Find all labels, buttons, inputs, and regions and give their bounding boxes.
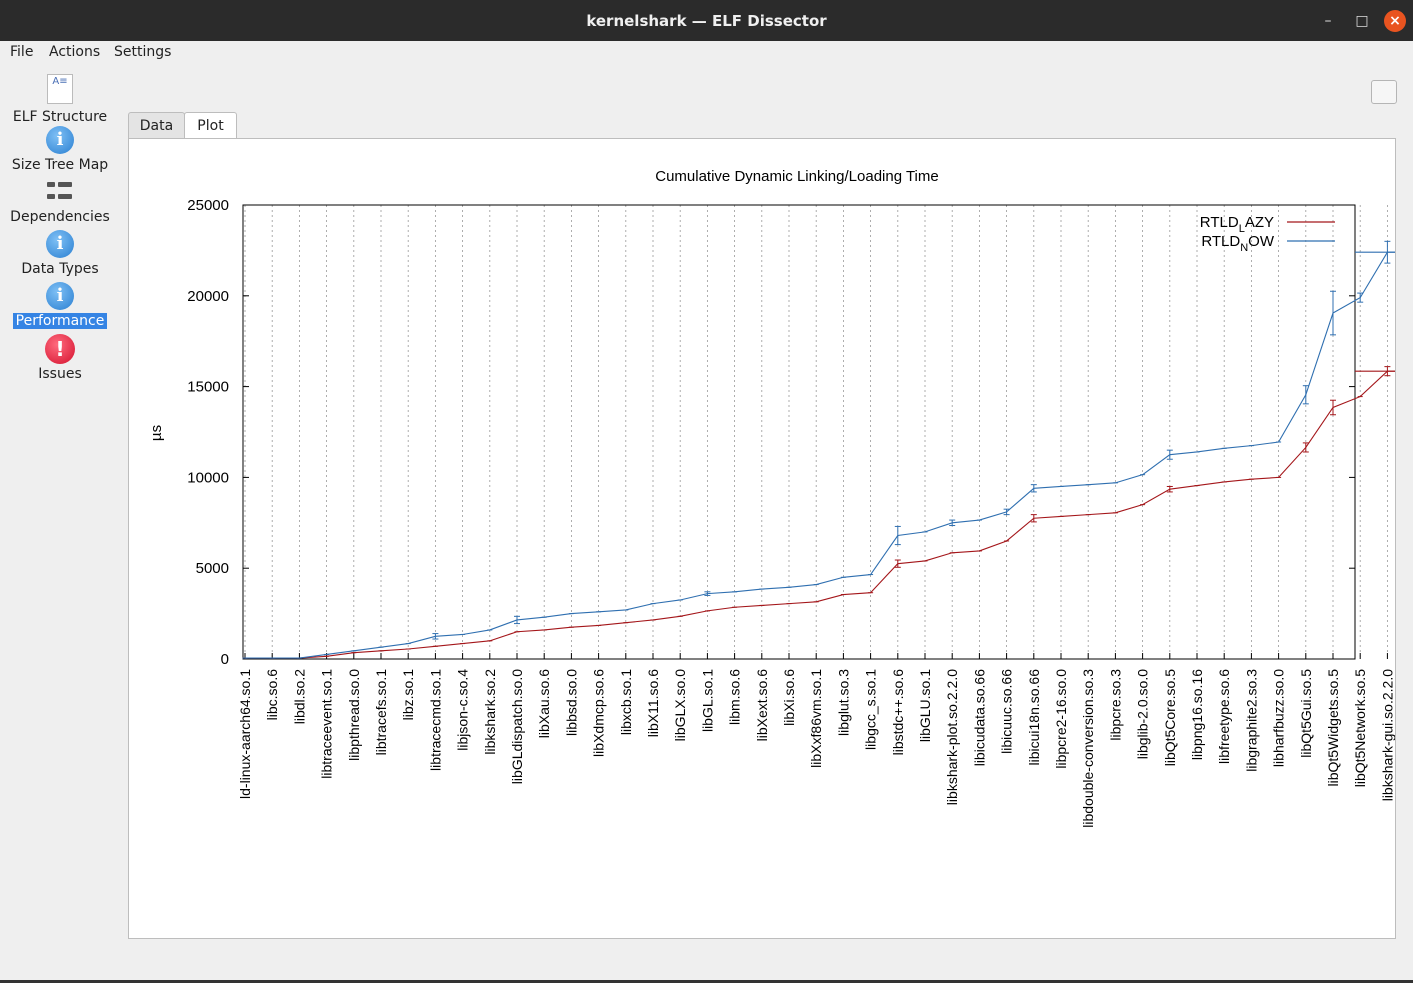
sidebar-item-label: Issues [38,366,82,382]
legend-label-lazy: RTLDLAZY [1200,214,1274,235]
x-tick-label: libpthread.so.0 [346,669,362,761]
x-tick-label: libgcc_s.so.1 [863,669,879,750]
series-group [242,240,1413,659]
x-tick-label: libz.so.1 [400,669,416,721]
sidebar-item-size-tree-map[interactable]: i Size Tree Map [0,126,120,173]
x-tick-label: libicudata.so.66 [971,669,987,767]
x-tick-label: libXau.so.6 [536,669,552,738]
x-tick-label: libicui18n.so.66 [1026,669,1042,766]
x-tick-label: libXdmcp.so.6 [591,669,607,757]
sidebar-item-label: ELF Structure [12,109,108,125]
info-icon: i [46,126,74,154]
series-line [245,251,1413,659]
x-axis-ticks: ld-linux-aarch64.so.1 libc.so.6 libdl.so.2… [237,653,1413,828]
sidebar-item-label: Performance [12,313,108,329]
x-tick-label: libc.so.6 [264,669,280,721]
x-tick-label: libxcb.so.1 [618,669,634,735]
error-icon: ! [45,334,75,364]
x-tick-label: libglib-2.0.so.0 [1135,669,1151,759]
y-tick-label: 10000 [187,469,229,486]
menu-bar: File Actions Settings [0,41,1413,63]
y-tick-label: 20000 [187,288,229,305]
sidebar-item-label: Dependencies [10,209,110,225]
x-tick-label: libtracecmd.so.1 [427,669,443,771]
x-tick-label: libQt5Widgets.so.5 [1325,669,1341,787]
series-line [245,370,1413,659]
x-tick-label: libpcre.so.3 [1107,669,1123,741]
chart-title: Cumulative Dynamic Linking/Loading Time [655,168,938,185]
y-axis-label: µs [148,425,165,441]
document-icon: A≡ [47,74,73,104]
x-tick-label: libtracefs.so.1 [373,669,389,756]
x-tick-label: libicuuc.so.66 [999,669,1015,754]
y-tick-label: 0 [221,651,229,668]
x-tick-label: libbsd.so.0 [563,669,579,736]
x-tick-label: libGLdispatch.so.0 [509,669,525,784]
info-icon: i [46,230,74,258]
y-tick-label: 5000 [196,560,229,577]
close-icon[interactable]: × [1384,10,1406,32]
info-icon: i [46,282,74,310]
sidebar-item-dependencies[interactable]: Dependencies [0,180,120,225]
x-tick-label: libkshark-gui.so.2.2.0 [1379,669,1395,802]
x-tick-label: libjson-c.so.4 [455,669,471,751]
y-tick-label: 25000 [187,197,229,214]
series-now [242,240,1413,659]
title-bar: kernelshark — ELF Dissector – □ × [0,0,1413,41]
x-tick-label: libtraceevent.so.1 [319,669,335,779]
x-tick-label: libglut.so.3 [835,669,851,736]
menu-file[interactable]: File [10,44,34,60]
sidebar-item-performance[interactable]: i Performance [0,282,120,329]
sidebar-item-label: Data Types [21,261,99,277]
x-tick-label: libQt5Network.so.5 [1352,669,1368,787]
x-tick-label: libGLU.so.1 [917,669,933,742]
x-tick-label: libm.so.6 [727,669,743,725]
x-tick-label: ld-linux-aarch64.so.1 [237,669,253,799]
list-icon [47,180,73,204]
x-tick-label: libkshark-plot.so.2.2.0 [944,669,960,805]
x-tick-label: libfreetype.so.6 [1216,669,1232,764]
chart-grid [244,205,1388,659]
series-lazy [242,366,1413,659]
maximize-icon[interactable]: □ [1355,13,1369,29]
chart-legend: RTLDLAZY RTLDNOW [1200,214,1335,254]
x-tick-label: libXext.so.6 [754,669,770,742]
plot-panel: Cumulative Dynamic Linking/Loading Time … [128,138,1413,939]
menu-actions[interactable]: Actions [49,44,101,60]
plot-frame [242,204,1356,660]
x-tick-label: libstdc++.so.6 [890,669,906,756]
x-tick-label: libharfbuzz.so.0 [1271,669,1287,767]
y-axis-ticks: 0 5000 10000 15000 20000 25000 [187,197,1355,668]
sidebar-item-elf-structure[interactable]: A≡ ELF Structure [0,74,120,125]
x-tick-label: libGL.so.1 [699,669,715,732]
x-tick-label: libXi.so.6 [781,669,797,726]
legend-label-now: RTLDNOW [1201,233,1275,254]
tab-plot[interactable]: Plot [184,112,237,140]
corner-button[interactable] [1371,80,1397,104]
window-title: kernelshark — ELF Dissector [586,12,827,30]
x-tick-label: libGLX.so.0 [672,669,688,742]
x-tick-label: libpng16.so.16 [1189,669,1205,760]
x-tick-label: libX11.so.6 [645,669,661,737]
y-tick-label: 15000 [187,379,229,396]
minimize-icon[interactable]: – [1324,13,1332,29]
sidebar-item-issues[interactable]: ! Issues [0,334,120,382]
chart: Cumulative Dynamic Linking/Loading Time … [148,168,1413,828]
x-tick-label: libdouble-conversion.so.3 [1080,669,1096,828]
x-tick-label: libXxf86vm.so.1 [808,669,824,768]
x-tick-label: libpcre2-16.so.0 [1053,669,1069,769]
sidebar-item-label: Size Tree Map [11,157,109,173]
x-tick-label: libdl.so.2 [291,669,307,724]
x-tick-label: libkshark.so.2 [482,669,498,755]
bottom-edge [0,980,1413,983]
tab-data[interactable]: Data [128,112,185,139]
sidebar-item-data-types[interactable]: i Data Types [0,230,120,277]
x-tick-label: libQt5Core.so.5 [1162,669,1178,766]
menu-settings[interactable]: Settings [114,44,172,60]
x-tick-label: libQt5Gui.so.5 [1298,669,1314,758]
x-tick-label: libgraphite2.so.3 [1243,669,1259,772]
